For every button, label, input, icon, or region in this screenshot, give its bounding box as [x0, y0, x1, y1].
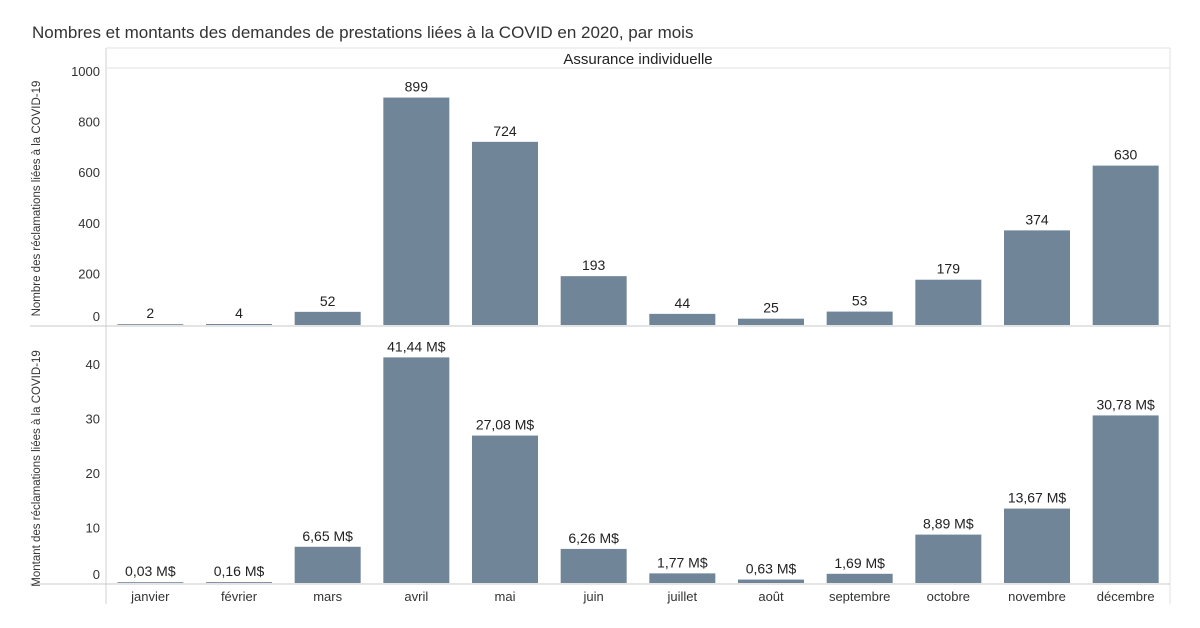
data-label: 1,77 M$	[657, 554, 708, 570]
y-tick-label: 20	[86, 466, 100, 481]
chart-title: Nombres et montants des demandes de pres…	[32, 23, 693, 42]
chart-frame	[30, 47, 1171, 604]
bar-mai	[472, 141, 538, 325]
data-label: 630	[1114, 147, 1138, 163]
y-tick-label: 0	[93, 567, 100, 582]
data-label: 44	[675, 295, 691, 311]
data-label: 30,78 M$	[1096, 396, 1155, 412]
data-label: 52	[320, 293, 336, 309]
bar-janvier	[117, 324, 184, 325]
bar-avril	[383, 97, 450, 325]
data-label: 53	[852, 293, 868, 309]
data-label: 8,89 M$	[923, 516, 974, 532]
bar-novembre	[1004, 508, 1070, 583]
bar-décembre	[1092, 415, 1159, 583]
category-label: septembre	[829, 589, 890, 604]
category-label: novembre	[1008, 589, 1066, 604]
y-axis-label: Nombre des réclamations liées à la COVID…	[31, 81, 43, 317]
data-label: 0,03 M$	[125, 563, 176, 579]
bar-février	[206, 582, 272, 583]
data-label: 41,44 M$	[387, 338, 446, 354]
x-axis-categories: janvier février mars avril mai juin juillet aoû…	[130, 589, 1154, 604]
bar-mars	[294, 311, 361, 325]
y-axis-label: Montant des réclamations liées à la COVI…	[31, 350, 43, 587]
category-label: mai	[495, 589, 516, 604]
data-label: 25	[763, 300, 779, 316]
data-label: 6,26 M$	[568, 530, 619, 546]
y-tick-label: 400	[78, 216, 100, 231]
y-tick-label: 30	[86, 412, 100, 427]
data-label: 724	[493, 123, 517, 139]
category-label: juin	[583, 589, 604, 604]
data-label: 4	[235, 305, 243, 321]
bar-mai	[472, 435, 538, 583]
y-tick-label: 40	[86, 357, 100, 372]
bar-décembre	[1092, 165, 1159, 325]
bar-janvier	[117, 582, 184, 583]
y-tick-label: 0	[93, 309, 100, 324]
y-tick-label: 10	[86, 521, 100, 536]
bar-novembre	[1004, 230, 1070, 325]
bar-octobre	[915, 534, 982, 583]
data-label: 1,69 M$	[834, 555, 885, 571]
data-label: 193	[582, 257, 606, 273]
category-label: juillet	[667, 589, 698, 604]
bar-juin	[560, 548, 627, 583]
bar-juillet	[649, 313, 716, 325]
bar-mars	[294, 546, 361, 583]
panel-header: Assurance individuelle	[563, 51, 712, 68]
category-label: janvier	[130, 589, 170, 604]
bar-août	[738, 579, 804, 583]
y-tick-label: 200	[78, 266, 100, 281]
bar-février	[206, 323, 272, 325]
data-label: 374	[1025, 211, 1049, 227]
bar-septembre	[826, 311, 893, 325]
y-tick-label: 600	[78, 165, 100, 180]
y-tick-label: 1000	[71, 64, 100, 79]
bar-juin	[560, 276, 627, 325]
y-tick-label: 800	[78, 115, 100, 130]
bar-avril	[383, 357, 450, 583]
data-label: 13,67 M$	[1008, 490, 1067, 506]
category-label: août	[758, 589, 784, 604]
data-label: 2	[146, 305, 154, 321]
category-label: mars	[313, 589, 342, 604]
amount-panel: Montant des réclamations liées à la COVI…	[31, 338, 1159, 587]
data-label: 0,16 M$	[214, 563, 265, 579]
count-panel: Nombre des réclamations liées à la COVID…	[31, 64, 1159, 325]
bar-juillet	[649, 573, 716, 583]
bar-septembre	[826, 573, 893, 583]
data-label: 179	[937, 261, 961, 277]
category-label: décembre	[1097, 589, 1155, 604]
category-label: avril	[404, 589, 428, 604]
bar-octobre	[915, 279, 982, 325]
category-label: octobre	[927, 589, 970, 604]
data-label: 0,63 M$	[746, 561, 797, 577]
data-label: 27,08 M$	[476, 417, 535, 433]
bar-août	[738, 318, 804, 325]
data-label: 899	[405, 79, 429, 95]
category-label: février	[221, 589, 258, 604]
data-label: 6,65 M$	[302, 528, 353, 544]
